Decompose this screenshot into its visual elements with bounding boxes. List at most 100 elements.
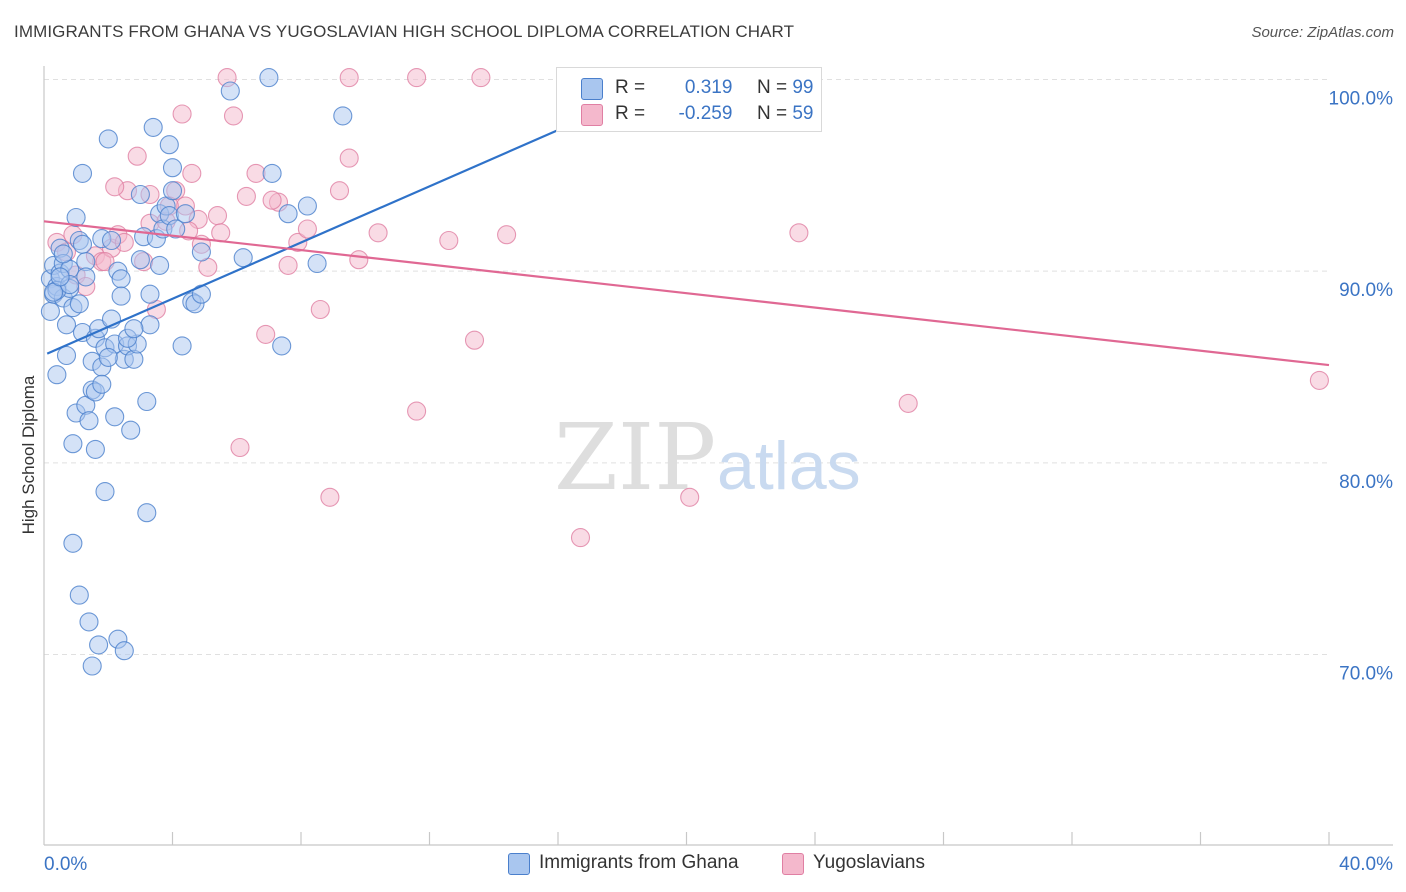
point-immigrants-from-ghana xyxy=(130,184,150,205)
point-yugoslavians xyxy=(349,250,369,270)
watermark-atlas: atlas xyxy=(717,428,861,504)
point-immigrants-from-ghana xyxy=(137,503,157,523)
point-immigrants-from-ghana xyxy=(47,365,67,385)
point-immigrants-from-ghana xyxy=(124,319,144,339)
point-yugoslavians xyxy=(329,181,350,201)
point-immigrants-from-ghana xyxy=(82,656,102,676)
point-yugoslavians xyxy=(278,255,298,275)
point-yugoslavians xyxy=(297,219,317,239)
chart-title: IMMIGRANTS FROM GHANA VS YUGOSLAVIAN HIG… xyxy=(14,22,795,41)
point-immigrants-from-ghana xyxy=(162,181,183,201)
point-yugoslavians xyxy=(105,177,125,197)
legend-n-value: 99 xyxy=(792,77,814,98)
point-yugoslavians xyxy=(407,68,427,88)
point-yugoslavians xyxy=(570,528,591,548)
point-immigrants-from-ghana xyxy=(66,207,86,228)
point-immigrants-from-ghana xyxy=(111,286,131,306)
point-immigrants-from-ghana xyxy=(143,117,163,137)
point-yugoslavians xyxy=(211,223,231,243)
point-yugoslavians xyxy=(320,487,340,507)
point-immigrants-from-ghana xyxy=(114,641,134,661)
point-yugoslavians xyxy=(310,299,330,320)
point-immigrants-from-ghana xyxy=(50,267,70,287)
legend-n-label: N = xyxy=(756,77,788,98)
axes xyxy=(43,66,1393,846)
y-tick-label: 90.0% xyxy=(1339,280,1393,301)
point-immigrants-from-ghana xyxy=(307,253,327,274)
point-immigrants-from-ghana xyxy=(121,420,141,440)
point-immigrants-from-ghana xyxy=(105,407,125,427)
correlation-legend: R = 0.319 N = 99 R = -0.259 N = 59 xyxy=(556,67,822,132)
legend-r-label: R = xyxy=(615,103,646,124)
point-immigrants-from-ghana xyxy=(130,250,150,270)
point-immigrants-from-ghana xyxy=(92,374,112,394)
point-yugoslavians xyxy=(1309,370,1329,390)
point-yugoslavians xyxy=(339,148,359,168)
point-immigrants-from-ghana xyxy=(297,196,317,216)
point-yugoslavians xyxy=(497,225,517,245)
point-yugoslavians xyxy=(339,68,359,88)
point-immigrants-from-ghana xyxy=(63,434,83,454)
point-yugoslavians xyxy=(172,104,192,124)
point-yugoslavians xyxy=(127,146,147,166)
point-immigrants-from-ghana xyxy=(95,482,115,502)
point-yugoslavians xyxy=(182,163,202,183)
point-immigrants-from-ghana xyxy=(101,230,122,251)
point-yugoslavians xyxy=(246,163,266,183)
point-yugoslavians xyxy=(256,324,276,344)
point-immigrants-from-ghana xyxy=(69,294,89,314)
point-yugoslavians xyxy=(898,393,918,413)
point-immigrants-from-ghana xyxy=(166,219,186,239)
point-yugoslavians xyxy=(471,68,491,88)
point-yugoslavians xyxy=(464,330,485,350)
legend-n-label: N = xyxy=(756,103,788,124)
point-immigrants-from-ghana xyxy=(89,635,109,655)
point-immigrants-from-ghana xyxy=(79,411,99,431)
y-tick-label: 70.0% xyxy=(1339,664,1393,685)
point-immigrants-from-ghana xyxy=(85,439,105,459)
yugoslavians-swatch xyxy=(581,104,603,126)
x-tick-label: 40.0% xyxy=(1339,854,1393,875)
point-immigrants-from-ghana xyxy=(69,585,89,605)
point-yugoslavians xyxy=(680,487,700,507)
y-tick-label: 80.0% xyxy=(1339,472,1393,493)
point-immigrants-from-ghana xyxy=(140,315,160,335)
point-immigrants-from-ghana xyxy=(56,345,77,366)
ghana-legend-swatch xyxy=(508,853,530,875)
point-immigrants-from-ghana xyxy=(40,301,60,321)
legend-r-value: -0.259 xyxy=(678,103,733,124)
grid-lines xyxy=(44,79,1329,655)
yugoslavians-legend-swatch xyxy=(782,853,804,875)
point-immigrants-from-ghana xyxy=(53,244,73,264)
point-immigrants-from-ghana xyxy=(150,255,170,275)
point-immigrants-from-ghana xyxy=(72,163,93,183)
point-yugoslavians xyxy=(230,437,250,458)
point-yugoslavians xyxy=(789,223,809,243)
x-tick-label: 0.0% xyxy=(44,854,87,875)
ghana-points xyxy=(40,68,353,676)
legend-r-value: 0.319 xyxy=(684,77,733,98)
point-immigrants-from-ghana xyxy=(137,391,157,412)
point-immigrants-from-ghana xyxy=(72,234,93,254)
point-immigrants-from-ghana xyxy=(98,129,118,149)
point-yugoslavians xyxy=(207,206,228,226)
point-immigrants-from-ghana xyxy=(175,204,195,224)
point-immigrants-from-ghana xyxy=(259,68,279,88)
point-immigrants-from-ghana xyxy=(262,163,282,183)
point-immigrants-from-ghana xyxy=(63,533,83,553)
point-immigrants-from-ghana xyxy=(272,336,292,356)
point-yugoslavians xyxy=(407,401,427,421)
point-immigrants-from-ghana xyxy=(159,135,179,155)
tick-labels: 70.0% 80.0% 90.0% 100.0% 0.0% 40.0% xyxy=(44,89,1393,876)
point-yugoslavians xyxy=(223,106,244,126)
yugoslavians-legend-label: Yugoslavians xyxy=(813,852,925,873)
point-immigrants-from-ghana xyxy=(172,336,192,356)
point-immigrants-from-ghana xyxy=(79,612,99,632)
ghana-legend-label: Immigrants from Ghana xyxy=(539,852,739,873)
point-immigrants-from-ghana xyxy=(98,347,118,367)
point-yugoslavians xyxy=(236,186,256,206)
source-label: Source: ZipAtlas.com xyxy=(1251,24,1394,41)
point-immigrants-from-ghana xyxy=(162,158,183,178)
y-tick-label: 100.0% xyxy=(1329,89,1394,110)
